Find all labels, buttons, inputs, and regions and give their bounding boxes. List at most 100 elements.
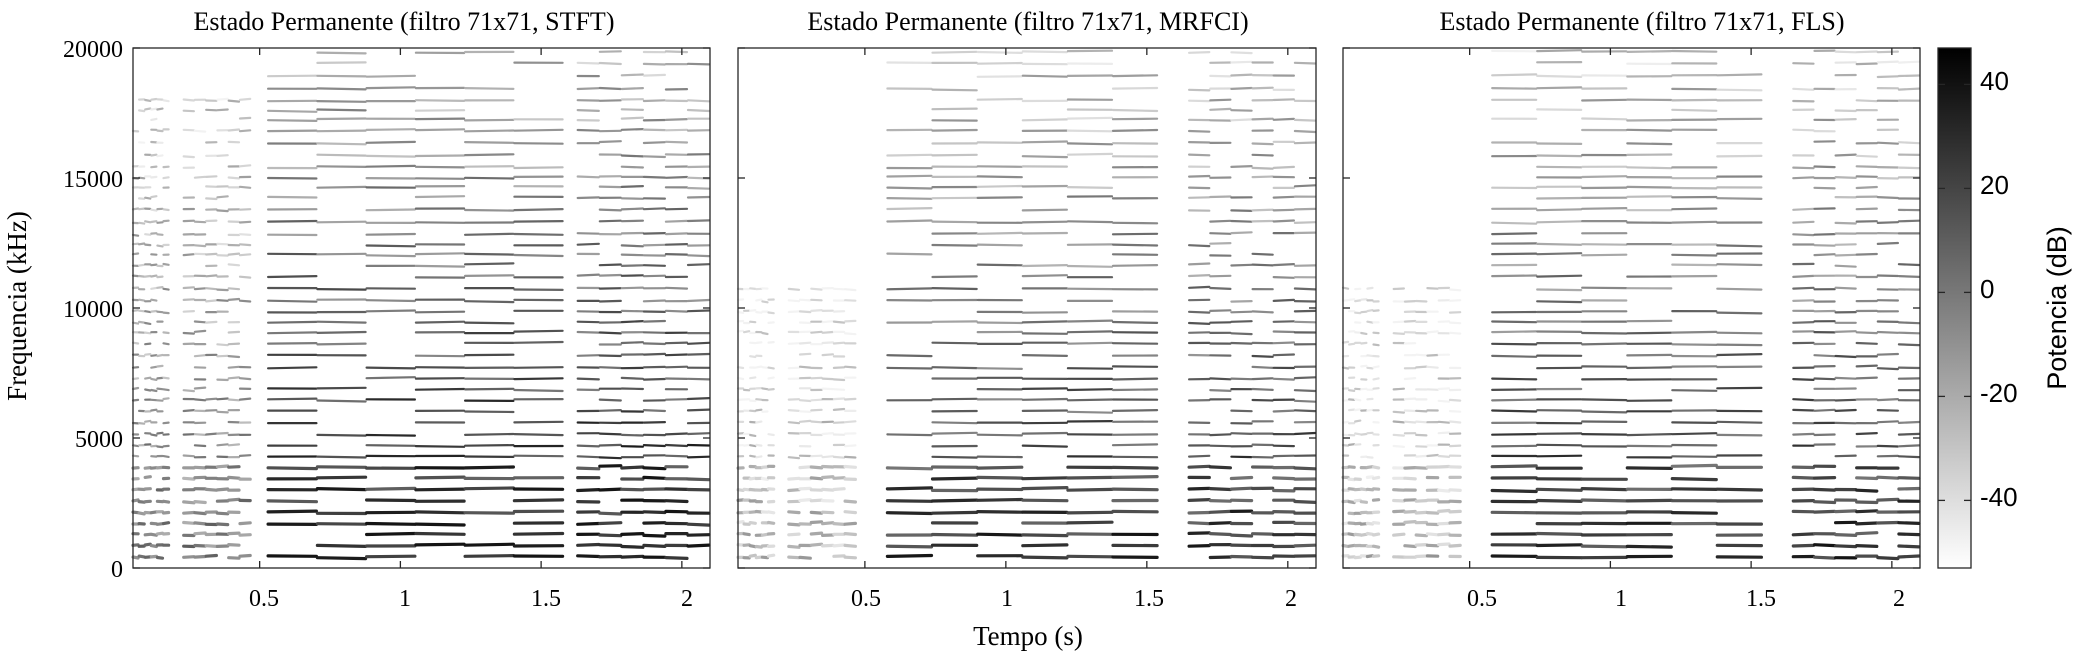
harmonic-band: [1833, 544, 1858, 549]
harmonic-band: [576, 466, 601, 471]
harmonic-band: [144, 419, 152, 423]
harmonic-band: [1208, 487, 1233, 492]
harmonic-band: [1392, 287, 1406, 291]
harmonic-band: [464, 321, 515, 325]
harmonic-band: [620, 264, 645, 267]
harmonic-band: [162, 388, 170, 392]
harmonic-band: [1187, 486, 1211, 491]
harmonic-band: [238, 233, 252, 236]
harmonic-band: [642, 421, 667, 424]
harmonic-band: [1792, 321, 1815, 324]
harmonic-band: [193, 129, 207, 133]
harmonic-band: [832, 476, 846, 480]
harmonic-band: [1209, 377, 1232, 381]
harmonic-band: [642, 141, 667, 145]
harmonic-band: [1341, 420, 1350, 424]
harmonic-band: [885, 544, 934, 549]
harmonic-band: [1341, 286, 1350, 290]
harmonic-band: [1021, 208, 1069, 212]
harmonic-band: [464, 153, 515, 157]
harmonic-band: [1066, 142, 1114, 146]
harmonic-band: [976, 497, 1024, 502]
harmonic-band: [686, 341, 711, 345]
harmonic-band: [1111, 74, 1159, 78]
harmonic-band: [1021, 431, 1069, 435]
harmonic-band: [642, 175, 667, 179]
y-tick-label: 10000: [63, 297, 123, 323]
harmonic-band: [216, 354, 229, 358]
harmonic-band: [748, 553, 757, 558]
harmonic-band: [193, 511, 207, 516]
harmonic-band: [686, 99, 711, 103]
harmonic-band: [138, 298, 146, 302]
harmonic-band: [832, 487, 846, 492]
harmonic-band: [1251, 252, 1274, 256]
harmonic-band: [620, 445, 645, 448]
harmonic-band: [686, 432, 711, 436]
harmonic-band: [1021, 387, 1069, 390]
harmonic-band: [1626, 166, 1673, 170]
harmonic-band: [1366, 456, 1374, 459]
harmonic-band: [686, 298, 711, 303]
harmonic-band: [832, 287, 846, 291]
harmonic-band: [1535, 498, 1583, 503]
harmonic-band: [642, 62, 667, 66]
harmonic-band: [809, 498, 824, 503]
harmonic-band: [620, 544, 645, 549]
harmonic-band: [1626, 142, 1673, 146]
harmonic-band: [1791, 543, 1816, 548]
colorbar-tick-label: -40: [1980, 482, 2018, 512]
harmonic-band: [1066, 554, 1114, 559]
harmonic-band: [227, 287, 241, 291]
harmonic-band: [1855, 543, 1879, 549]
harmonic-band: [316, 288, 367, 291]
harmonic-band: [1834, 153, 1857, 157]
harmonic-band: [1230, 341, 1253, 345]
harmonic-band: [1536, 274, 1583, 278]
harmonic-band: [161, 521, 171, 526]
harmonic-band: [664, 243, 689, 246]
harmonic-band: [414, 252, 466, 256]
harmonic-band: [414, 109, 466, 112]
harmonic-band: [832, 388, 846, 391]
harmonic-band: [843, 420, 857, 424]
harmonic-band: [1230, 219, 1253, 223]
harmonic-band: [809, 520, 824, 525]
harmonic-band: [642, 232, 667, 235]
harmonic-band: [886, 252, 933, 256]
harmonic-band: [1876, 60, 1900, 64]
harmonic-band: [1392, 498, 1406, 503]
harmonic-band: [1834, 221, 1857, 225]
harmonic-band: [150, 309, 158, 313]
harmonic-band: [131, 543, 140, 547]
harmonic-band: [1626, 49, 1673, 54]
harmonic-band: [238, 275, 252, 279]
harmonic-band: [820, 475, 835, 480]
harmonic-band: [1716, 154, 1763, 158]
harmonic-band: [1066, 398, 1114, 402]
harmonic-band: [414, 310, 466, 314]
harmonic-band: [748, 476, 757, 481]
harmonic-band: [1536, 154, 1583, 158]
harmonic-band: [1230, 109, 1253, 112]
harmonic-band: [1229, 554, 1254, 559]
harmonic-band: [1834, 354, 1857, 359]
harmonic-band: [809, 476, 824, 481]
harmonic-band: [1371, 554, 1381, 558]
harmonic-band: [1671, 455, 1718, 458]
colorbar-tick-label: 20: [1980, 170, 2009, 200]
harmonic-band: [1366, 354, 1374, 358]
harmonic-band: [1111, 465, 1159, 470]
harmonic-band: [1491, 433, 1538, 436]
harmonic-band: [137, 500, 146, 504]
harmonic-band: [1834, 376, 1857, 380]
harmonic-band: [131, 252, 140, 256]
axis-ticks: [738, 47, 1316, 569]
harmonic-band: [315, 475, 368, 480]
harmonic-band: [464, 262, 515, 266]
harmonic-band: [463, 553, 516, 558]
harmonic-band: [810, 408, 823, 412]
harmonic-band: [1272, 98, 1296, 102]
harmonic-band: [787, 476, 801, 481]
harmonic-band: [155, 531, 165, 536]
